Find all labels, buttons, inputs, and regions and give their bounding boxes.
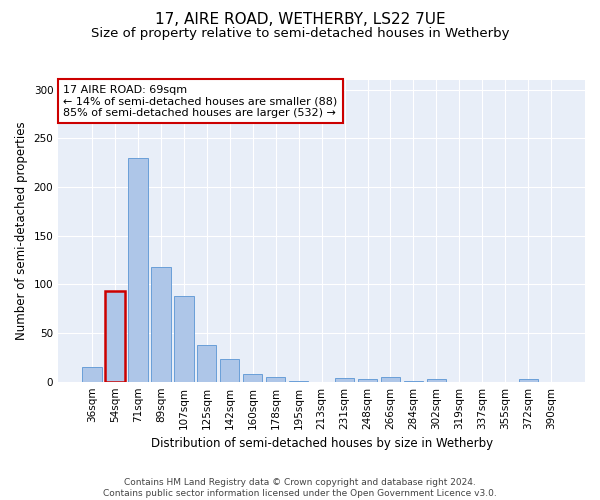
Bar — [266, 377, 286, 382]
Bar — [197, 344, 217, 382]
Bar — [82, 367, 101, 382]
Bar — [358, 379, 377, 382]
Y-axis label: Number of semi-detached properties: Number of semi-detached properties — [15, 122, 28, 340]
Text: Size of property relative to semi-detached houses in Wetherby: Size of property relative to semi-detach… — [91, 28, 509, 40]
Bar — [335, 378, 355, 382]
Bar — [404, 380, 423, 382]
Bar — [220, 360, 239, 382]
Text: Contains HM Land Registry data © Crown copyright and database right 2024.
Contai: Contains HM Land Registry data © Crown c… — [103, 478, 497, 498]
Bar — [174, 296, 194, 382]
Bar — [151, 267, 170, 382]
Text: 17, AIRE ROAD, WETHERBY, LS22 7UE: 17, AIRE ROAD, WETHERBY, LS22 7UE — [155, 12, 445, 28]
Bar — [427, 379, 446, 382]
Bar — [289, 380, 308, 382]
Bar — [381, 377, 400, 382]
Bar — [105, 291, 125, 382]
Bar — [243, 374, 262, 382]
X-axis label: Distribution of semi-detached houses by size in Wetherby: Distribution of semi-detached houses by … — [151, 437, 493, 450]
Bar — [518, 379, 538, 382]
Text: 17 AIRE ROAD: 69sqm
← 14% of semi-detached houses are smaller (88)
85% of semi-d: 17 AIRE ROAD: 69sqm ← 14% of semi-detach… — [64, 84, 338, 117]
Bar — [128, 158, 148, 382]
